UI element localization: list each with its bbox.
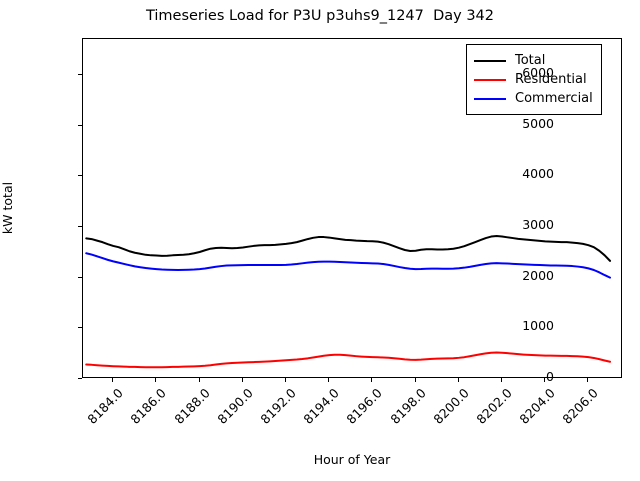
x-tick-mark xyxy=(544,378,546,382)
y-tick-mark xyxy=(78,124,82,126)
y-tick-label: 2000 xyxy=(522,267,554,283)
x-tick-mark xyxy=(587,378,589,382)
legend-item-commercial: Commercial xyxy=(474,89,593,108)
x-tick-mark xyxy=(328,378,330,382)
x-tick-mark xyxy=(198,378,200,382)
y-tick-mark xyxy=(78,327,82,329)
x-tick-mark xyxy=(371,378,373,382)
y-tick-mark xyxy=(78,276,82,278)
y-tick-label: 6000 xyxy=(522,64,554,80)
y-tick-label: 4000 xyxy=(522,166,554,182)
y-tick-label: 0 xyxy=(546,369,554,384)
x-tick-mark xyxy=(155,378,157,382)
x-tick-mark xyxy=(241,378,243,382)
chart-title: Timeseries Load for P3U p3uhs9_1247 Day … xyxy=(145,8,495,24)
y-tick-mark xyxy=(78,175,82,177)
x-tick-mark xyxy=(112,378,114,382)
x-tick-mark xyxy=(285,378,287,382)
series-line-total xyxy=(85,235,612,262)
series-line-commercial xyxy=(85,252,612,279)
chart-legend: Total Residential Commercial xyxy=(466,44,602,115)
plot-lines xyxy=(85,235,612,369)
y-tick-label: 5000 xyxy=(522,115,554,131)
legend-label: Total xyxy=(515,53,546,68)
y-tick-mark xyxy=(78,378,82,379)
y-tick-label: 1000 xyxy=(522,318,554,334)
x-tick-mark xyxy=(414,378,416,382)
y-tick-label: 3000 xyxy=(522,216,554,232)
legend-item-residential: Residential xyxy=(474,70,593,89)
y-axis-label: kW total xyxy=(0,181,15,235)
legend-label: Residential xyxy=(515,72,587,87)
y-tick-mark xyxy=(78,225,82,227)
legend-item-total: Total xyxy=(474,51,593,70)
x-tick-mark xyxy=(501,378,503,382)
y-tick-mark xyxy=(78,73,82,75)
x-tick-mark xyxy=(457,378,459,382)
legend-swatch-total xyxy=(474,59,506,62)
legend-swatch-residential xyxy=(474,78,506,81)
x-axis-label: Hour of Year xyxy=(313,452,391,467)
series-line-residential xyxy=(85,351,612,369)
legend-label: Commercial xyxy=(515,91,593,106)
legend-swatch-commercial xyxy=(474,97,506,100)
